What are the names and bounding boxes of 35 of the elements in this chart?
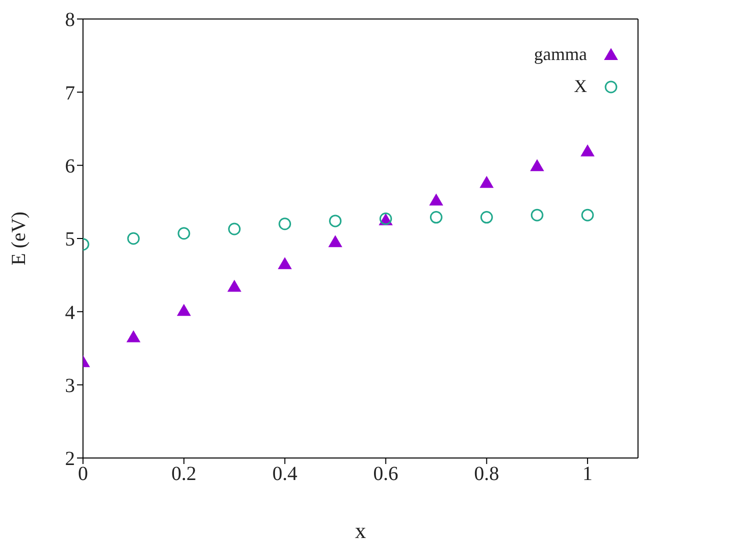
point bbox=[127, 232, 140, 245]
point bbox=[278, 218, 292, 230]
point bbox=[530, 208, 544, 222]
x-axis-title: x bbox=[355, 518, 366, 543]
point bbox=[278, 257, 292, 270]
point bbox=[176, 304, 191, 316]
point bbox=[126, 330, 140, 342]
x-tick-label: 0.2 bbox=[171, 463, 196, 486]
y-axis-title: E (eV) bbox=[8, 212, 30, 266]
point bbox=[227, 280, 242, 292]
y-tick-label: 4 bbox=[65, 302, 75, 324]
point bbox=[580, 144, 595, 156]
point bbox=[530, 159, 544, 172]
x-tick-label: 0 bbox=[78, 463, 88, 486]
x-tick-label: 0.8 bbox=[474, 463, 500, 486]
point bbox=[328, 235, 342, 248]
y-tick-label: 8 bbox=[65, 9, 75, 32]
point bbox=[228, 222, 241, 236]
y-tick-label: 5 bbox=[65, 228, 75, 251]
y-tick-label: 7 bbox=[65, 82, 75, 104]
x-tick-label: 0.6 bbox=[373, 463, 398, 486]
y-tick-label: 6 bbox=[65, 155, 75, 178]
legend-label: X bbox=[574, 76, 587, 96]
x-tick-label: 1 bbox=[582, 463, 593, 486]
point bbox=[581, 208, 594, 222]
x-tick-label: 0.4 bbox=[272, 463, 298, 486]
point bbox=[429, 193, 444, 206]
point bbox=[430, 211, 442, 224]
point bbox=[178, 227, 190, 240]
legend-label: gamma bbox=[534, 44, 587, 64]
y-tick-label: 2 bbox=[65, 448, 75, 470]
point bbox=[329, 214, 342, 228]
point bbox=[480, 176, 494, 188]
point bbox=[480, 211, 493, 224]
y-tick-label: 3 bbox=[65, 374, 75, 397]
